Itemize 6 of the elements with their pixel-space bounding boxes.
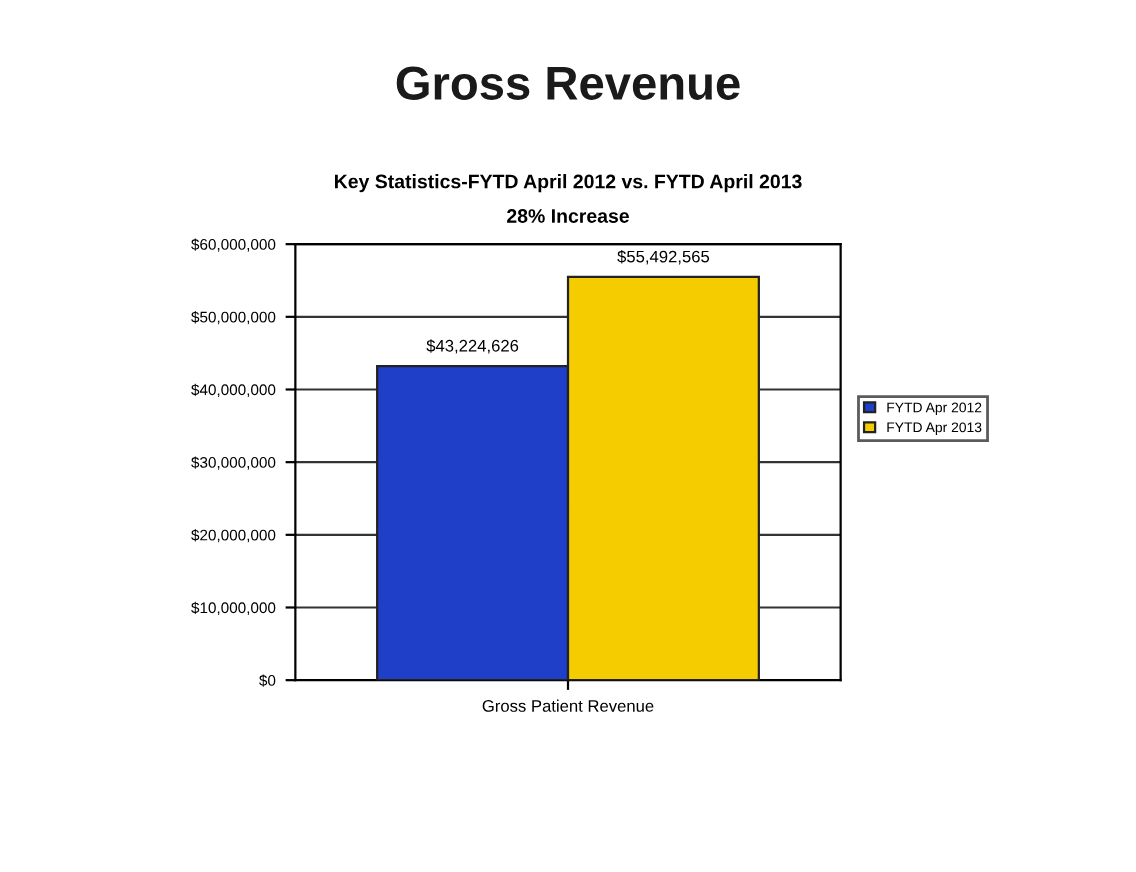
- chart-subtitle: Key Statistics-FYTD April 2012 vs. FYTD April 2013: [335, 174, 802, 193]
- text: 28% Increase: [507, 209, 629, 223]
- data-label: $43,224,626: [426, 339, 519, 354]
- chart-title: Gross Revenue: [396, 66, 740, 100]
- x-tick-label: Gross Patient Revenue: [482, 699, 654, 712]
- data-label: $55,492,565: [617, 250, 710, 265]
